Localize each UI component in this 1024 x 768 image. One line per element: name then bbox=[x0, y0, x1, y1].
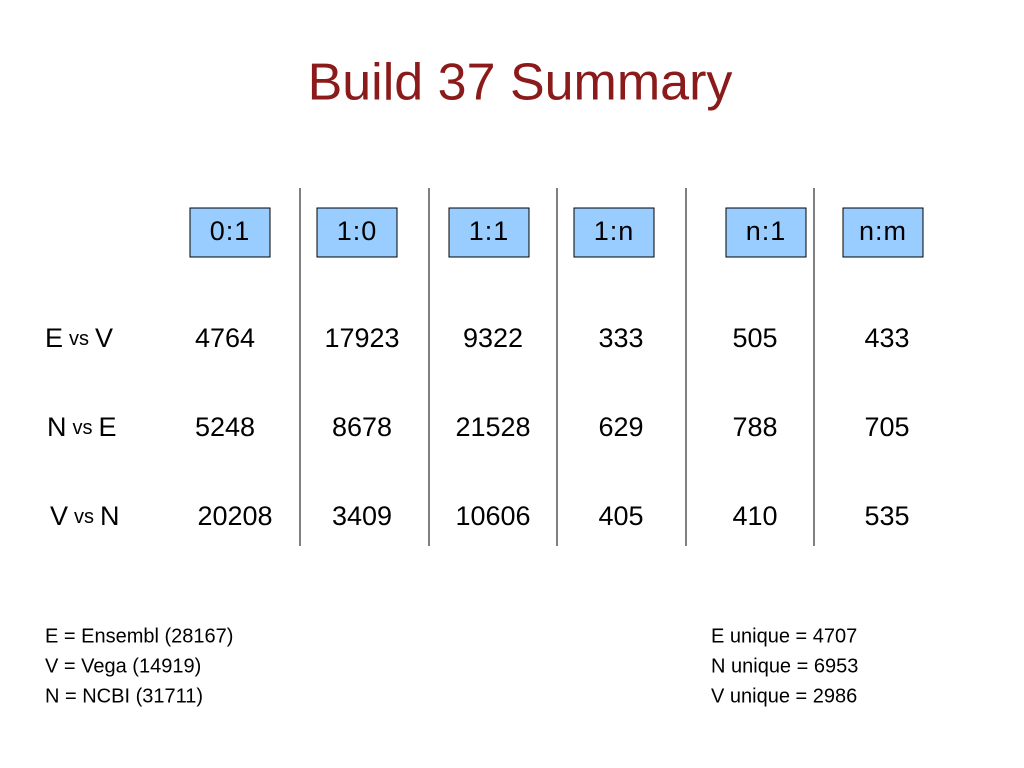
row-label-part: vs bbox=[73, 417, 93, 439]
cell-value: 405 bbox=[598, 501, 643, 531]
column-header-box bbox=[842, 207, 924, 258]
slide-title: Build 37 Summary bbox=[308, 54, 733, 112]
column-header-box bbox=[725, 207, 807, 258]
column-header: n:m bbox=[859, 216, 907, 246]
footnote: N = NCBI (31711) bbox=[45, 685, 203, 707]
row-label-part: E bbox=[99, 412, 117, 442]
cell-value: 8678 bbox=[332, 412, 392, 442]
footnote: E = Ensembl (28167) bbox=[45, 625, 233, 647]
cell-value: 333 bbox=[598, 323, 643, 353]
column-header: 1:0 bbox=[337, 216, 378, 246]
column-header-box bbox=[573, 207, 655, 258]
row-label-part: V bbox=[95, 323, 113, 353]
cell-value: 17923 bbox=[324, 323, 399, 353]
cell-value: 3409 bbox=[332, 501, 392, 531]
cell-value: 433 bbox=[864, 323, 909, 353]
footnote: N unique = 6953 bbox=[711, 655, 858, 677]
cell-value: 788 bbox=[732, 412, 777, 442]
row-label-part: V bbox=[50, 501, 68, 531]
cell-value: 629 bbox=[598, 412, 643, 442]
cell-value: 4764 bbox=[195, 323, 255, 353]
row-label-part: vs bbox=[74, 506, 94, 528]
cell-value: 21528 bbox=[455, 412, 530, 442]
cell-value: 9322 bbox=[463, 323, 523, 353]
column-header-box bbox=[189, 207, 271, 258]
row-label-part: E bbox=[45, 323, 63, 353]
cell-value: 505 bbox=[732, 323, 777, 353]
footnote: V = Vega (14919) bbox=[45, 655, 201, 677]
footnote: E unique = 4707 bbox=[711, 625, 857, 647]
row-label-part: N bbox=[100, 501, 120, 531]
column-header-box bbox=[316, 207, 398, 258]
row-label-part: N bbox=[47, 412, 67, 442]
cell-value: 5248 bbox=[195, 412, 255, 442]
column-header: 0:1 bbox=[210, 216, 251, 246]
cell-value: 705 bbox=[864, 412, 909, 442]
cell-value: 410 bbox=[732, 501, 777, 531]
cell-value: 10606 bbox=[455, 501, 530, 531]
column-header-box bbox=[448, 207, 530, 258]
column-header: 1:n bbox=[594, 216, 635, 246]
footnote: V unique = 2986 bbox=[711, 685, 857, 707]
row-label-part: vs bbox=[69, 328, 89, 350]
cell-value: 20208 bbox=[197, 501, 272, 531]
column-header: n:1 bbox=[746, 216, 787, 246]
column-header: 1:1 bbox=[469, 216, 510, 246]
cell-value: 535 bbox=[864, 501, 909, 531]
